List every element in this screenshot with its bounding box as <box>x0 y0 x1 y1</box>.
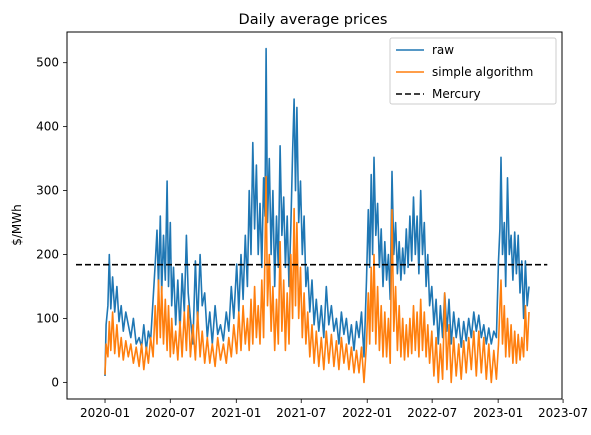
x-tick-label: 2022-07 <box>407 406 457 420</box>
y-tick-label: 200 <box>36 248 59 262</box>
x-tick-label: 2023-07 <box>538 406 588 420</box>
y-axis-label: $/MWh <box>10 204 24 246</box>
chart-title: Daily average prices <box>239 12 388 28</box>
plot-frame <box>66 31 563 400</box>
y-tick-label: 300 <box>36 184 59 198</box>
legend-box <box>389 37 557 105</box>
x-axis: 2020-01 2020-07 2021-01 2021-07 2022-01 2022-… <box>80 399 588 420</box>
legend: raw simple algorithm Mercury <box>389 37 557 105</box>
x-tick-label: 2021-01 <box>211 406 261 420</box>
legend-label-2: simple algorithm <box>432 65 533 79</box>
x-tick-label: 2023-01 <box>473 406 523 420</box>
x-tick-label: 2021-07 <box>276 406 326 420</box>
y-axis: 0 100 200 300 400 500 <box>36 56 67 389</box>
legend-label-1: raw <box>432 43 454 57</box>
series-line-1 <box>104 47 530 377</box>
series-line-2 <box>104 175 530 384</box>
y-tick-label: 0 <box>51 375 59 389</box>
legend-label-3: Mercury <box>432 87 481 101</box>
y-tick-label: 500 <box>36 56 59 70</box>
y-tick-label: 400 <box>36 120 59 134</box>
x-tick-label: 2020-01 <box>80 406 130 420</box>
x-tick-label: 2022-01 <box>342 406 392 420</box>
x-tick-label: 2020-07 <box>145 406 195 420</box>
plot-area <box>76 47 548 384</box>
y-tick-label: 100 <box>36 311 59 325</box>
